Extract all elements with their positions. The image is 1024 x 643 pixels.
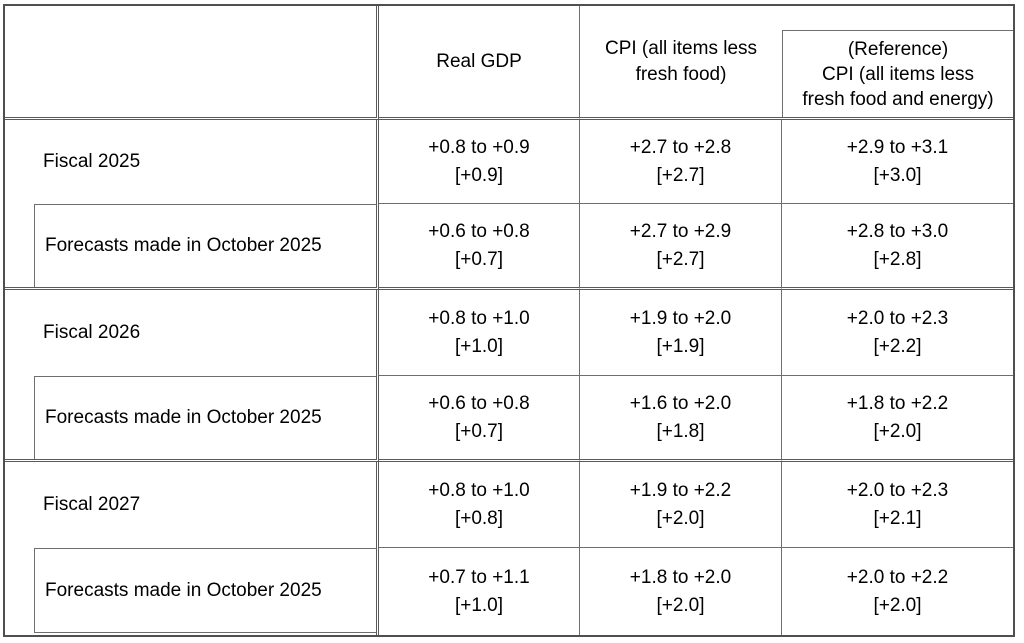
forecast-inset-box: Forecasts made in October 2025: [34, 376, 376, 459]
value-median: [+1.0]: [454, 594, 504, 616]
forecast-label: Forecasts made in October 2025: [45, 407, 322, 428]
forecast-inset-box: Forecasts made in October 2025: [34, 204, 376, 287]
value-range: +1.6 to +2.0: [629, 392, 732, 414]
cell-fiscal-2027-cpi: +1.9 to +2.2 [+2.0]: [580, 462, 782, 548]
value-range: +2.0 to +2.2: [846, 566, 949, 588]
cell-fiscal-2027-real-gdp: +0.8 to +1.0 [+0.8]: [379, 462, 580, 548]
value-range: +0.8 to +1.0: [428, 307, 530, 329]
cell-fiscal-2026-cpi: +1.9 to +2.0 [+1.9]: [580, 290, 782, 376]
value-median: [+0.7]: [454, 248, 504, 270]
header-cell-cpi-reference: (Reference) CPI (all items less fresh fo…: [782, 6, 1013, 120]
row-label-forecast-oct-2025-g3: Forecasts made in October 2025: [5, 548, 379, 635]
value-median: [+0.8]: [454, 507, 504, 529]
cell-forecast-g2-cpi-reference: +1.8 to +2.2 [+2.0]: [782, 376, 1013, 462]
forecast-label: Forecasts made in October 2025: [45, 579, 322, 601]
value-median: [+0.9]: [454, 164, 504, 186]
value-range: +2.9 to +3.1: [846, 136, 949, 158]
value-median: [+1.0]: [454, 335, 504, 357]
value-median: [+3.0]: [873, 164, 922, 186]
value-range: +1.9 to +2.2: [629, 479, 732, 501]
cell-fiscal-2025-cpi-reference: +2.9 to +3.1 [+3.0]: [782, 120, 1013, 204]
value-median: [+2.2]: [873, 335, 922, 357]
cell-forecast-g1-real-gdp: +0.6 to +0.8 [+0.7]: [379, 204, 580, 290]
value-median: [+2.0]: [873, 420, 922, 442]
value-range: +0.6 to +0.8: [428, 220, 530, 242]
value-range: +2.0 to +2.3: [846, 307, 949, 329]
header-cell-cpi: CPI (all items less fresh food): [580, 6, 782, 120]
value-median: [+1.9]: [656, 335, 705, 357]
cell-fiscal-2026-cpi-reference: +2.0 to +2.3 [+2.2]: [782, 290, 1013, 376]
cell-forecast-g3-cpi: +1.8 to +2.0 [+2.0]: [580, 548, 782, 635]
value-range: +2.0 to +2.3: [846, 479, 949, 501]
value-range: +0.8 to +0.9: [428, 136, 530, 158]
cell-forecast-g3-real-gdp: +0.7 to +1.1 [+1.0]: [379, 548, 580, 635]
value-median: [+0.7]: [454, 420, 504, 442]
row-label-forecast-oct-2025-g2: Forecasts made in October 2025: [5, 376, 379, 462]
value-median: [+2.0]: [873, 594, 922, 616]
value-median: [+2.7]: [656, 164, 705, 186]
cell-forecast-g2-real-gdp: +0.6 to +0.8 [+0.7]: [379, 376, 580, 462]
cell-fiscal-2026-real-gdp: +0.8 to +1.0 [+1.0]: [379, 290, 580, 376]
value-median: [+2.1]: [873, 507, 922, 529]
header-cell-blank: [5, 6, 379, 120]
value-range: +1.8 to +2.0: [629, 566, 732, 588]
forecast-table: Real GDP CPI (all items less fresh food)…: [3, 4, 1015, 637]
header-label-real-gdp: Real GDP: [436, 50, 522, 72]
cell-forecast-g2-cpi: +1.6 to +2.0 [+1.8]: [580, 376, 782, 462]
cell-forecast-g3-cpi-reference: +2.0 to +2.2 [+2.0]: [782, 548, 1013, 635]
value-range: +2.7 to +2.9: [629, 220, 732, 242]
cell-fiscal-2025-cpi: +2.7 to +2.8 [+2.7]: [580, 120, 782, 204]
value-median: [+2.0]: [656, 594, 705, 616]
header-label-cpi: CPI (all items less fresh food): [604, 37, 758, 85]
header-cell-real-gdp: Real GDP: [379, 6, 580, 120]
value-range: +0.7 to +1.1: [428, 566, 530, 588]
header-label-cpi-reference: (Reference) CPI (all items less fresh fo…: [802, 38, 994, 110]
value-range: +2.8 to +3.0: [846, 220, 949, 242]
value-median: [+2.0]: [656, 507, 705, 529]
row-label-fiscal-2025: Fiscal 2025: [5, 120, 379, 204]
row-label-fiscal-2026: Fiscal 2026: [5, 290, 379, 376]
value-median: [+2.8]: [873, 248, 922, 270]
fiscal-2026-label: Fiscal 2026: [43, 322, 141, 343]
cell-forecast-g1-cpi-reference: +2.8 to +3.0 [+2.8]: [782, 204, 1013, 290]
row-label-forecast-oct-2025-g1: Forecasts made in October 2025: [5, 204, 379, 290]
fiscal-2025-label: Fiscal 2025: [43, 151, 141, 172]
forecast-inset-box: Forecasts made in October 2025: [34, 548, 376, 633]
value-median: [+1.8]: [656, 420, 705, 442]
forecast-label: Forecasts made in October 2025: [45, 235, 322, 256]
value-range: +0.6 to +0.8: [428, 392, 530, 414]
value-range: +0.8 to +1.0: [428, 479, 530, 501]
value-range: +1.9 to +2.0: [629, 307, 732, 329]
cell-fiscal-2027-cpi-reference: +2.0 to +2.3 [+2.1]: [782, 462, 1013, 548]
value-range: +2.7 to +2.8: [629, 136, 732, 158]
value-range: +1.8 to +2.2: [846, 392, 949, 414]
cell-forecast-g1-cpi: +2.7 to +2.9 [+2.7]: [580, 204, 782, 290]
cell-fiscal-2025-real-gdp: +0.8 to +0.9 [+0.9]: [379, 120, 580, 204]
fiscal-2027-label: Fiscal 2027: [43, 494, 141, 515]
reference-header-box: (Reference) CPI (all items less fresh fo…: [782, 30, 1013, 117]
row-label-fiscal-2027: Fiscal 2027: [5, 462, 379, 548]
value-median: [+2.7]: [656, 248, 705, 270]
